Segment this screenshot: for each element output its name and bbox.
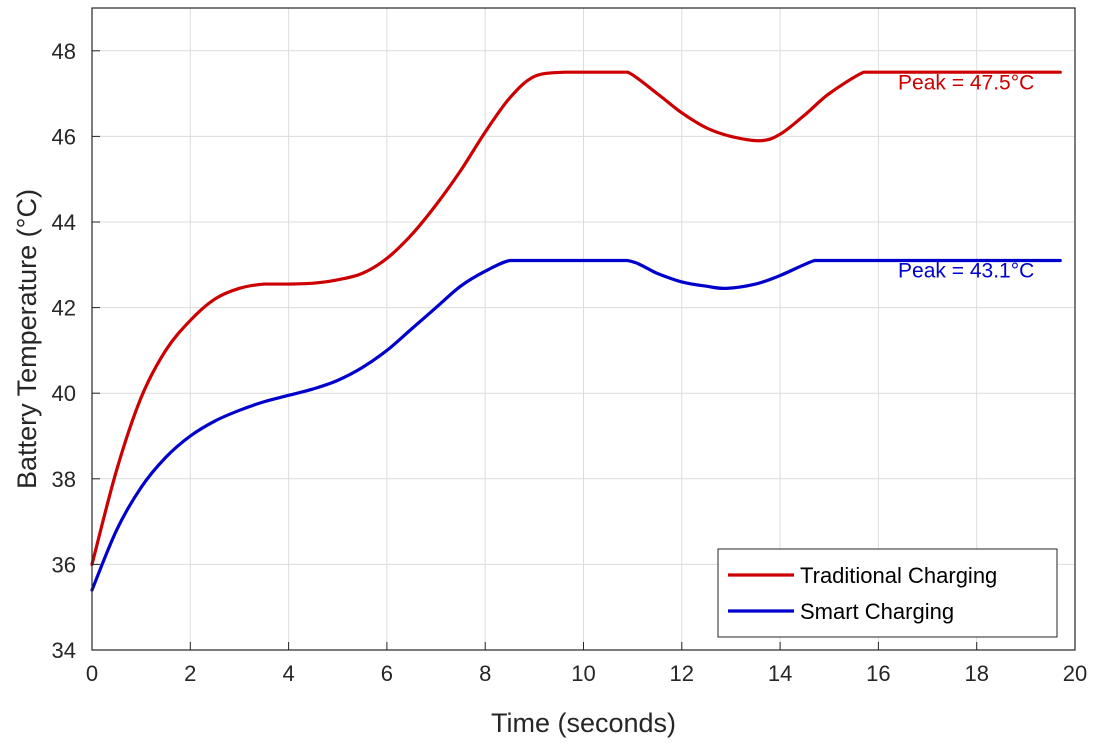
x-tick-label: 14 <box>768 661 792 686</box>
legend-box <box>717 548 1058 638</box>
x-tick-label: 0 <box>86 661 98 686</box>
x-axis-label: Time (seconds) <box>491 708 676 738</box>
y-tick-label: 44 <box>52 210 76 235</box>
x-tick-label: 18 <box>964 661 988 686</box>
y-tick-label: 38 <box>52 467 76 492</box>
y-tick-label: 40 <box>52 381 76 406</box>
legend: Traditional Charging Smart Charging <box>717 548 1058 638</box>
legend-label-smart-charging: Smart Charging <box>800 599 954 624</box>
y-tick-label: 48 <box>52 39 76 64</box>
x-tick-label: 2 <box>184 661 196 686</box>
y-axis-label: Battery Temperature (°C) <box>12 189 42 489</box>
y-tick-label: 34 <box>52 638 76 663</box>
x-tick-label: 4 <box>282 661 294 686</box>
peak-annotation: Peak = 43.1°C <box>898 260 1034 283</box>
legend-label-traditional-charging: Traditional Charging <box>800 563 997 588</box>
x-tick-label: 8 <box>479 661 491 686</box>
peak-annotation: Peak = 47.5°C <box>898 71 1034 94</box>
smart-charging-line <box>90 258 1062 592</box>
x-tick-label: 6 <box>381 661 393 686</box>
traditional-charging-line <box>90 70 1062 566</box>
series-group <box>90 70 1062 592</box>
x-tick-label: 10 <box>571 661 595 686</box>
annotations: Peak = 47.5°C Peak = 43.1°C <box>898 71 1034 282</box>
y-tick-label: 42 <box>52 296 76 321</box>
x-tick-label: 16 <box>866 661 890 686</box>
y-tick-label: 46 <box>52 124 76 149</box>
y-tick-label: 36 <box>52 552 76 577</box>
x-tick-label: 20 <box>1063 661 1087 686</box>
x-tick-label: 12 <box>670 661 694 686</box>
